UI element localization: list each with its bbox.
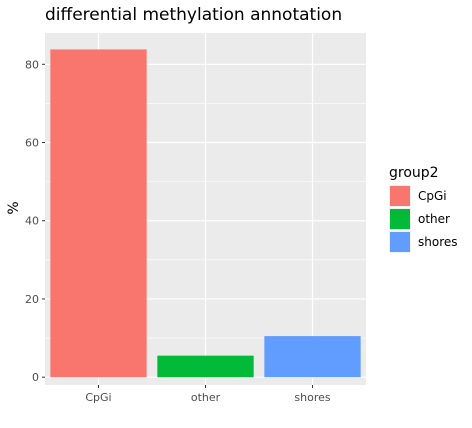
x-tick-label: CpGi (85, 391, 111, 404)
legend-label: shores (418, 235, 458, 249)
y-tick-label: 40 (25, 215, 39, 228)
x-tick-label: other (191, 391, 221, 404)
y-tick-label: 60 (25, 137, 39, 150)
chart-title: differential methylation annotation (45, 5, 342, 25)
x-tick-label: shores (294, 391, 330, 404)
bars (50, 49, 361, 378)
y-axis-ticks: 0 20 40 60 80 (25, 58, 45, 384)
y-tick-label: 20 (25, 293, 39, 306)
bar-cpgi (50, 49, 147, 378)
bar-other (157, 355, 254, 378)
legend-swatch-other (390, 209, 410, 229)
legend-swatch-shores (390, 232, 410, 252)
legend-label: CpGi (418, 189, 447, 203)
legend-swatch-cpgi (390, 186, 410, 206)
legend-title: group2 (389, 165, 439, 181)
y-axis-label: % (6, 201, 22, 214)
legend-label: other (418, 212, 450, 226)
y-tick-label: 80 (25, 58, 39, 71)
x-axis-ticks: CpGi other shores (85, 385, 331, 404)
y-tick-label: 0 (32, 371, 39, 384)
legend: group2 CpGi other shores (389, 165, 458, 253)
bar-shores (264, 336, 361, 378)
